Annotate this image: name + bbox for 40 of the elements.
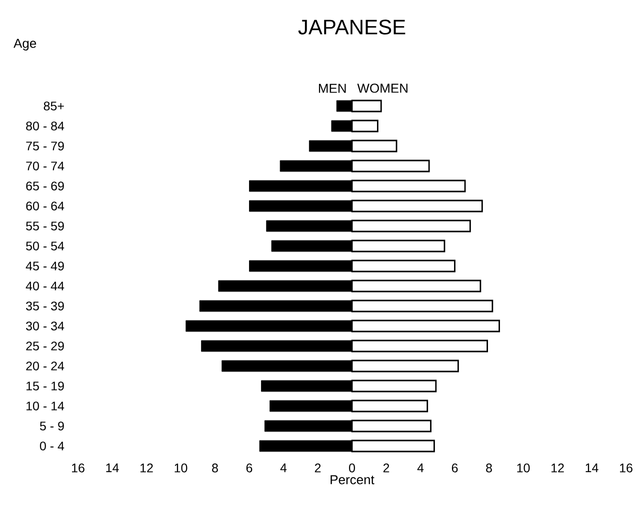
y-tick-label: 25 - 29 — [26, 342, 64, 350]
x-tick-label: 16 — [620, 464, 632, 472]
x-tick-label: 10 — [174, 464, 188, 472]
y-axis-title: Age — [14, 38, 36, 50]
series-label: MEN — [318, 84, 346, 93]
y-tick-label: 70 - 74 — [26, 162, 64, 170]
x-tick-label: 6 — [452, 464, 458, 472]
x-tick-label: 16 — [72, 464, 84, 472]
x-tick-label: 2 — [314, 464, 321, 472]
y-tick-label: 60 - 64 — [26, 202, 64, 210]
y-tick-label: 40 - 44 — [26, 282, 64, 290]
y-tick-label: 80 - 84 — [26, 122, 64, 130]
x-tick-label: 10 — [517, 464, 530, 472]
x-tick-label: 0 — [349, 464, 355, 472]
x-tick-label: 6 — [246, 464, 252, 472]
chart-title: JAPANESE — [298, 20, 406, 34]
y-tick-label: 15 - 19 — [26, 382, 64, 390]
y-tick-label: 75 - 79 — [26, 142, 64, 150]
y-tick-label: 65 - 69 — [26, 182, 64, 190]
x-tick-label: 12 — [140, 464, 153, 472]
y-tick-label: 30 - 34 — [26, 322, 64, 330]
x-axis-title: Percent — [330, 475, 374, 484]
x-tick-label: 14 — [106, 464, 119, 472]
y-tick-label: 35 - 39 — [26, 302, 64, 310]
x-tick-label: 14 — [586, 464, 598, 472]
y-tick-label: 45 - 49 — [26, 262, 64, 270]
series-label: WOMEN — [357, 84, 408, 93]
y-tick-label: 0 - 4 — [40, 442, 64, 450]
y-tick-label: 85+ — [44, 102, 64, 110]
y-tick-label: 50 - 54 — [26, 242, 64, 250]
x-tick-label: 12 — [552, 464, 564, 472]
y-tick-label: 55 - 59 — [26, 222, 64, 230]
x-tick-label: 4 — [417, 464, 424, 472]
x-tick-label: 2 — [383, 464, 390, 472]
x-tick-label: 8 — [212, 464, 218, 472]
x-tick-label: 8 — [486, 464, 492, 472]
x-tick-label: 4 — [280, 464, 287, 472]
y-tick-label: 20 - 24 — [26, 362, 64, 370]
y-tick-label: 5 - 9 — [40, 422, 64, 430]
y-tick-label: 10 - 14 — [26, 402, 64, 410]
